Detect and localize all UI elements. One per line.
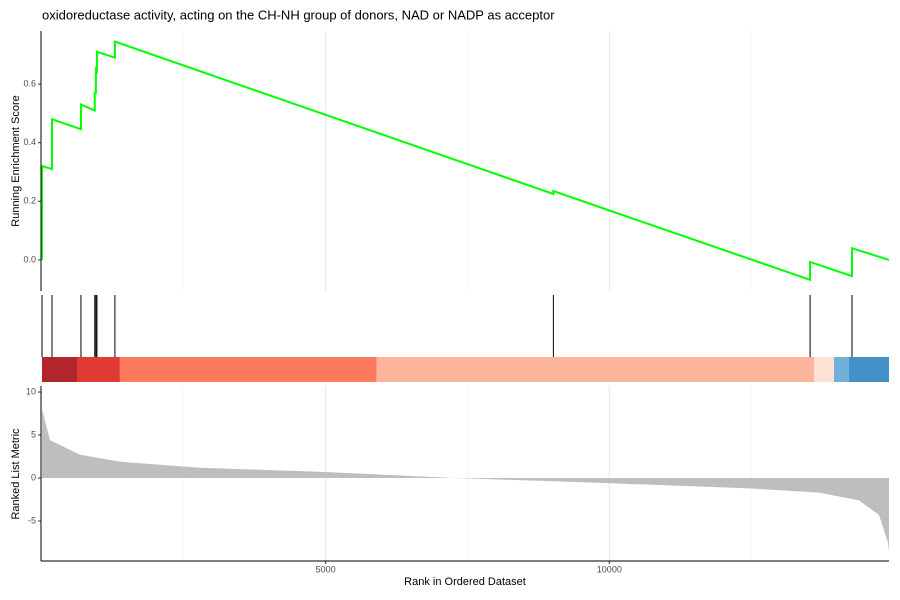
rank-band [849, 357, 889, 382]
rank-band [119, 357, 377, 382]
y-tick-label: 5 [31, 429, 36, 439]
x-axis-label: Rank in Ordered Dataset [404, 576, 526, 588]
y-axis-label: Ranked List Metric [10, 428, 22, 520]
y-tick-label: 10 [26, 386, 36, 396]
x-tick-label: 5000 [316, 564, 336, 574]
rank-band [834, 357, 850, 382]
rank-band [814, 357, 835, 382]
rank-band [376, 357, 815, 382]
rank-band [42, 357, 78, 382]
metric-area [42, 409, 889, 552]
y-tick-label: 0.4 [23, 137, 36, 147]
y-tick-label: 0.6 [23, 78, 36, 88]
x-tick-label: 10000 [597, 564, 622, 574]
y-tick-label: 0 [31, 472, 36, 482]
y-axis-label: Running Enrichment Score [10, 95, 22, 226]
enrichment-line [41, 40, 890, 282]
y-tick-label: 0.0 [23, 254, 36, 264]
rank-band [77, 357, 120, 382]
chart-title: oxidoreductase activity, acting on the C… [42, 7, 555, 22]
y-tick-label: -5 [28, 515, 36, 525]
y-tick-label: 0.2 [23, 196, 36, 206]
